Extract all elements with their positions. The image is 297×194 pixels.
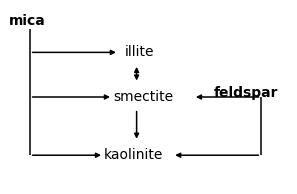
Text: smectite: smectite <box>113 90 173 104</box>
Text: feldspar: feldspar <box>214 86 278 100</box>
Text: kaolinite: kaolinite <box>104 148 163 162</box>
Text: illite: illite <box>125 45 154 59</box>
Text: mica: mica <box>9 14 46 28</box>
